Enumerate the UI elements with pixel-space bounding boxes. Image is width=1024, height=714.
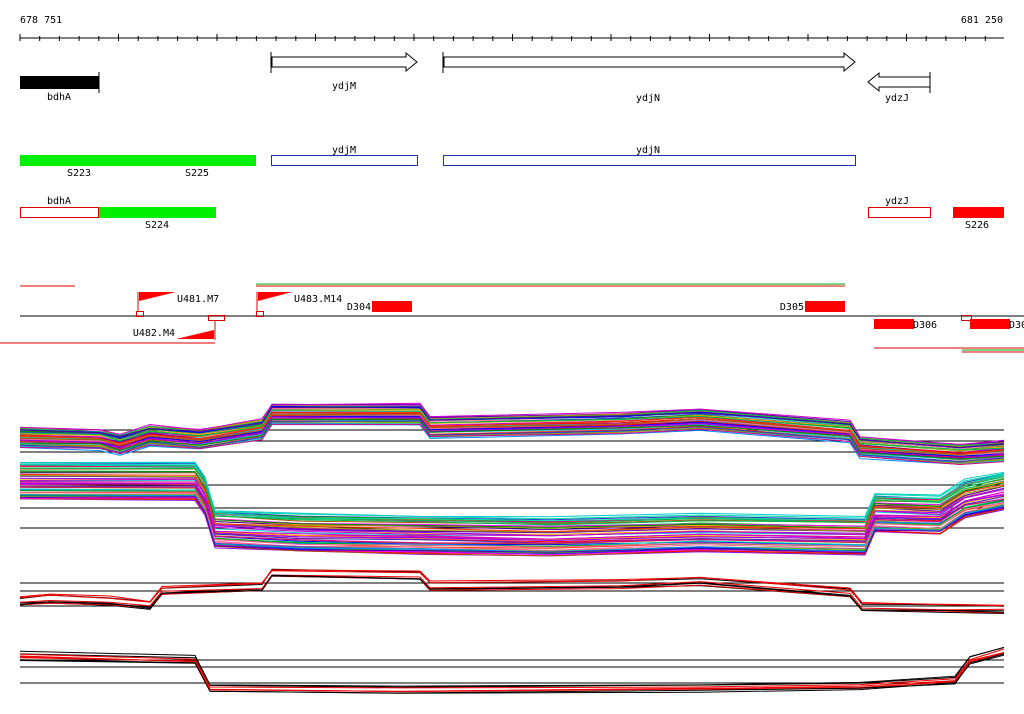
segment-ydjN-label: ydjN	[636, 145, 660, 156]
gene-ydjN-arrow[interactable]	[443, 51, 856, 73]
feature-D305-label: D305	[780, 302, 804, 313]
coordinate-end: 681 250	[961, 15, 1003, 26]
gene-track: bdhA ydjM ydjN ydzJ	[20, 51, 931, 104]
profile-lines-3	[19, 568, 1005, 614]
segment-ydjM-label: ydjM	[332, 145, 356, 156]
profile-panel-3	[19, 568, 1005, 614]
feature-track: U481.M7 U483.M14 U482.M4 D304 D305 D306 …	[0, 283, 1024, 353]
gene-ydzJ-label: ydzJ	[885, 93, 909, 104]
segment-S223-S225[interactable]	[20, 155, 256, 166]
segment-ydzJ-label: ydzJ	[885, 196, 909, 207]
feature-D304-label: D304	[347, 302, 371, 313]
profile-lines-4	[19, 646, 1005, 694]
segment-S224-label: S224	[145, 220, 169, 231]
segment-S225-label: S225	[185, 168, 209, 179]
feature-D306-label: D306	[913, 320, 937, 331]
gene-bdhA-bar[interactable]	[20, 76, 99, 89]
segment-ydjM-box[interactable]	[271, 155, 418, 166]
feature-U482-M4-label: U482.M4	[133, 328, 175, 339]
gene-ydzJ-arrow[interactable]	[867, 71, 931, 93]
segment-S224[interactable]	[99, 207, 216, 218]
ruler-ticks	[19, 34, 986, 41]
segment-row-2: bdhA S224 ydzJ S226	[20, 196, 1004, 231]
gene-bdhA-label: bdhA	[47, 92, 71, 103]
segment-ydjN-box[interactable]	[443, 155, 856, 166]
segment-S223-label: S223	[67, 168, 91, 179]
coordinate-ruler: 678 751 681 250	[19, 15, 1004, 41]
gene-ydjM-arrow[interactable]	[271, 51, 418, 73]
promoter-U481-M7-icon[interactable]	[139, 292, 176, 301]
gene-ydjN-label: ydjN	[636, 93, 660, 104]
segment-row-1: S223 S225 ydjM ydjN	[20, 145, 856, 179]
profile-panel-2	[19, 461, 1005, 557]
profile-lines-1	[19, 402, 1005, 466]
segment-S226[interactable]	[953, 207, 1004, 218]
coordinate-start: 678 751	[20, 15, 62, 26]
gene-ydjM-label: ydjM	[332, 81, 356, 92]
segment-bdhA-box[interactable]	[20, 207, 99, 218]
feature-D30-box[interactable]	[970, 319, 1010, 329]
profile-panel-1	[19, 402, 1005, 466]
promoter-U483-M14-icon[interactable]	[258, 292, 292, 301]
profile-lines-2	[19, 461, 1005, 557]
feature-D305-box[interactable]	[805, 301, 845, 312]
feature-D306-box[interactable]	[874, 319, 914, 329]
segment-bdhA-label: bdhA	[47, 196, 71, 207]
segment-S226-label: S226	[965, 220, 989, 231]
segment-ydzJ-box[interactable]	[868, 207, 931, 218]
feature-D304-box[interactable]	[372, 301, 412, 312]
feature-U481-M7-label: U481.M7	[177, 294, 219, 305]
promoter-U482-M4-icon[interactable]	[176, 330, 214, 339]
profile-panel-4	[19, 646, 1005, 694]
feature-U483-M14-label: U483.M14	[294, 294, 342, 305]
feature-D30-label: D30	[1009, 320, 1024, 331]
